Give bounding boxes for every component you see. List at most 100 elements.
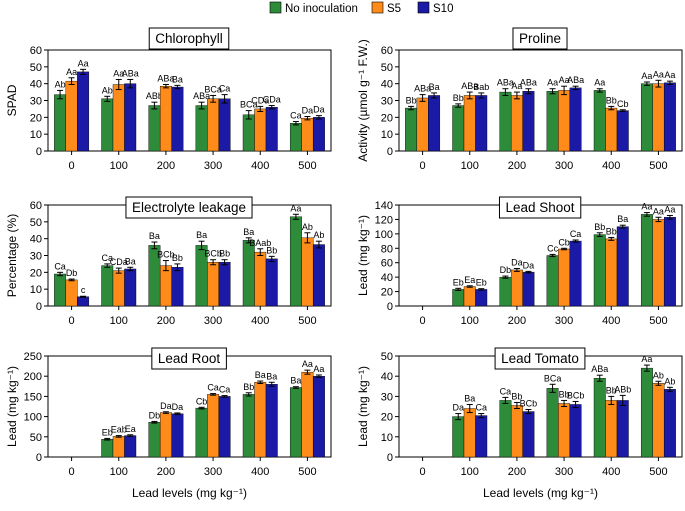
bar — [124, 435, 137, 458]
bar — [207, 394, 220, 458]
bar — [112, 84, 125, 152]
significance-label: Bb — [511, 391, 522, 401]
y-tick-label: 140 — [375, 200, 393, 212]
bar — [289, 123, 302, 152]
plot-frame — [47, 355, 332, 458]
significance-label: ABa — [520, 78, 537, 88]
legend-swatch — [417, 1, 430, 14]
chart-title: Proline — [519, 31, 561, 46]
y-axis-label: Percentage (%) — [5, 214, 19, 297]
chart-title-box — [494, 347, 586, 370]
x-tick-label: 400 — [251, 160, 269, 172]
significance-label: Ea — [125, 424, 136, 434]
bar — [265, 258, 278, 307]
x-tick-label: 100 — [110, 160, 128, 172]
y-tick-label: 40 — [381, 79, 393, 91]
bar — [218, 262, 231, 307]
significance-label: Aa — [66, 67, 77, 77]
x-tick-label: 300 — [555, 466, 573, 478]
legend-item: S10 — [417, 1, 453, 15]
significance-label: Aa — [664, 204, 675, 214]
x-tick-label: 100 — [110, 315, 128, 327]
chart-title-box — [512, 27, 568, 50]
significance-label: Aa — [594, 78, 605, 88]
significance-label: Ba — [172, 74, 183, 84]
bar — [663, 82, 676, 152]
bar — [218, 98, 231, 152]
x-tick-label: 200 — [157, 466, 175, 478]
significance-label: Aa — [313, 364, 324, 374]
y-tick-label: 10 — [30, 129, 42, 141]
bar — [499, 276, 512, 307]
y-tick-label: 100 — [24, 412, 42, 424]
y-tick-label: 0 — [36, 146, 42, 158]
bar — [112, 436, 125, 458]
y-tick-label: 30 — [30, 251, 42, 263]
x-tick-label: 100 — [461, 315, 479, 327]
y-tick-label: 20 — [381, 112, 393, 124]
plot-frame — [398, 355, 683, 458]
significance-label: Ba — [266, 371, 277, 381]
significance-label: Aa — [547, 78, 558, 88]
significance-label: Bb — [606, 226, 617, 236]
significance-label: Ba — [617, 214, 628, 224]
bar — [593, 378, 606, 458]
chart-panel-2: 01020304050600BbABaBa100BbABaBab200ABaAa… — [356, 27, 683, 172]
chart-panel-1: 01020304050600AbAaAa100AbAaABa200ABbABaB… — [5, 27, 332, 172]
chart-title: Chlorophyll — [155, 31, 223, 46]
y-tick-label: 30 — [30, 96, 42, 108]
y-tick-label: 10 — [30, 284, 42, 296]
y-axis-label: Lead (mg kg⁻¹) — [5, 366, 19, 447]
x-tick-label: 400 — [251, 466, 269, 478]
bar — [593, 234, 606, 307]
significance-label: Bb — [219, 249, 230, 259]
x-tick-label: 500 — [649, 315, 667, 327]
significance-label: Cc — [547, 243, 558, 253]
bar — [242, 240, 255, 307]
y-tick-label: 40 — [381, 272, 393, 284]
significance-label: ABa — [122, 68, 139, 78]
significance-label: Aa — [653, 69, 664, 79]
y-tick-label: 20 — [381, 287, 393, 299]
legend-label: No inoculation — [285, 3, 358, 15]
bar — [652, 219, 665, 307]
significance-label: Aa — [641, 354, 652, 364]
bar — [101, 439, 114, 458]
significance-label: ABa — [414, 84, 431, 94]
legend-swatch — [371, 1, 384, 14]
bar — [463, 95, 476, 152]
x-tick-label: 300 — [204, 160, 222, 172]
y-tick-label: 0 — [36, 301, 42, 313]
y-tick-label: 20 — [30, 112, 42, 124]
significance-label: Bb — [559, 389, 570, 399]
legend-item: S5 — [371, 1, 401, 15]
y-tick-label: 50 — [30, 217, 42, 229]
y-tick-label: 0 — [387, 452, 393, 464]
bar — [289, 216, 302, 307]
bar — [499, 91, 512, 152]
significance-label: CDa — [263, 95, 281, 105]
significance-label: Da — [160, 401, 172, 411]
y-tick-label: 60 — [381, 258, 393, 270]
y-tick-label: 40 — [30, 79, 42, 91]
significance-label: Da — [313, 105, 325, 115]
significance-label: Ba — [290, 376, 301, 386]
significance-label: ABa — [497, 78, 514, 88]
y-tick-label: 100 — [375, 229, 393, 241]
bar — [510, 95, 523, 152]
significance-label: Bb — [406, 95, 417, 105]
x-tick-label: 200 — [508, 466, 526, 478]
significance-label: Bb — [453, 93, 464, 103]
bar — [254, 251, 267, 307]
legend-label: S5 — [387, 3, 401, 15]
chart-title: Electrolyte leakage — [132, 200, 246, 215]
bar — [510, 405, 523, 458]
bar — [171, 413, 184, 458]
bar — [312, 376, 325, 458]
significance-label: Ab — [664, 376, 675, 386]
significance-label: Cb — [558, 237, 570, 247]
bar — [195, 105, 208, 152]
significance-label: ABa — [193, 91, 210, 101]
y-tick-label: 60 — [30, 200, 42, 212]
